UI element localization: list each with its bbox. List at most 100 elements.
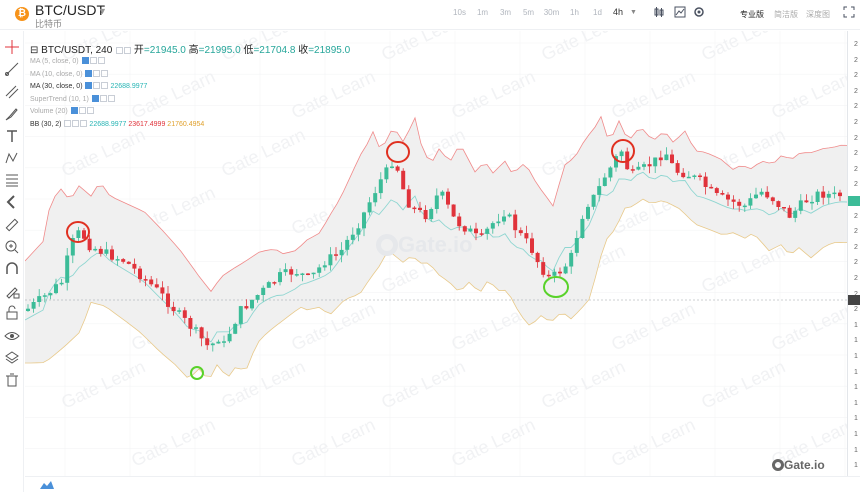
close-icon[interactable] [80, 119, 88, 127]
legend-settings-icon[interactable] [116, 47, 124, 54]
price-axis[interactable]: 2222222222222222221111111111 [847, 31, 860, 476]
eye-icon[interactable] [91, 94, 99, 102]
layers-icon[interactable] [4, 350, 20, 366]
candle-body [188, 318, 193, 329]
settings-icon[interactable] [72, 119, 80, 127]
candle-body [171, 306, 176, 312]
last-price-tag [848, 295, 860, 305]
candle-body [742, 205, 747, 208]
interval-active[interactable]: 4h [613, 7, 624, 17]
candle-body [138, 268, 142, 280]
candle-body [59, 282, 64, 285]
candle-body [524, 233, 529, 239]
header-bar: ₿ BTC/USDT ▼ 比特币 10s 1m 3m 5m 30m 1h 1d … [0, 0, 860, 30]
candle-body [194, 327, 198, 329]
top-signal-circle [66, 221, 90, 243]
magnet-icon[interactable] [4, 261, 20, 277]
eye-icon[interactable] [81, 57, 89, 64]
indicator-ma30[interactable]: MA (30, close, 0) 22688.9977 [30, 82, 350, 95]
zoom-in-icon[interactable] [4, 239, 20, 255]
fullscreen-icon[interactable] [842, 6, 856, 20]
close-icon[interactable] [86, 107, 94, 114]
eye-icon[interactable] [85, 82, 93, 89]
candle-body [199, 327, 204, 339]
close-icon[interactable] [101, 82, 109, 89]
lock-icon[interactable] [4, 305, 20, 321]
ruler-icon[interactable] [4, 217, 20, 233]
bollinger-band-fill [25, 116, 847, 378]
eye-icon[interactable] [70, 107, 78, 114]
candle-body [826, 193, 831, 198]
price-tick-label: 1 [854, 321, 858, 329]
watermark-text: Gate Learn [698, 240, 788, 296]
interval-1h[interactable]: 1h [570, 8, 579, 17]
candle-body [709, 186, 714, 189]
candle-body [552, 271, 557, 276]
indicator-volume[interactable]: Volume (20) [30, 107, 350, 120]
interval-1m[interactable]: 1m [476, 8, 489, 17]
interval-10s[interactable]: 10s [453, 8, 466, 17]
candle-body [838, 192, 842, 197]
close-icon[interactable] [97, 57, 105, 64]
eye-icon[interactable] [64, 119, 72, 127]
candle-body [378, 179, 383, 194]
settings-icon[interactable] [78, 107, 86, 114]
top-signal-circle [386, 141, 410, 163]
candle-body [76, 230, 81, 238]
close-value: =21895.0 [308, 45, 351, 56]
candle-body [535, 252, 540, 263]
settings-icon[interactable] [93, 82, 101, 89]
candle-body [574, 238, 579, 253]
eye-icon[interactable] [85, 69, 93, 77]
bollinger-upper-line [25, 115, 847, 293]
chevron-down-icon[interactable]: ▼ [630, 9, 637, 16]
interval-5m[interactable]: 5m [522, 8, 535, 17]
candle-type-icon[interactable] [652, 6, 666, 20]
lock-drawing-icon[interactable] [4, 283, 20, 299]
interval-3m[interactable]: 3m [499, 8, 512, 17]
trash-icon[interactable] [4, 372, 20, 388]
low-label: 低 [243, 45, 254, 56]
settings-icon[interactable] [89, 57, 97, 64]
brush-icon[interactable] [4, 106, 20, 122]
view-depth-tab[interactable]: 深度图 [806, 10, 830, 19]
candle-body [350, 234, 355, 240]
current-price-tag [848, 196, 860, 206]
tradingview-logo-icon[interactable] [39, 479, 55, 490]
view-pro-tab[interactable]: 专业版 [740, 10, 764, 19]
back-arrow-icon[interactable] [4, 194, 20, 210]
price-tick-label: 1 [854, 462, 858, 470]
watermark-text: Gate Learn [128, 414, 218, 470]
candle-body [558, 271, 562, 274]
close-icon[interactable] [107, 94, 115, 102]
interval-30m[interactable]: 30m [543, 8, 560, 17]
pattern-icon[interactable] [4, 150, 20, 166]
settings-icon[interactable] [99, 94, 107, 102]
candle-body [602, 177, 607, 186]
interval-1d[interactable]: 1d [593, 8, 602, 17]
legend-close-icon[interactable] [124, 47, 132, 54]
candle-body [300, 273, 305, 275]
candle-body [563, 266, 568, 274]
view-basic-tab[interactable]: 简洁版 [774, 10, 798, 19]
settings-icon[interactable] [692, 6, 706, 20]
candle-body [541, 262, 546, 275]
text-icon[interactable] [4, 128, 20, 144]
fib-icon[interactable] [4, 172, 20, 188]
close-icon[interactable] [101, 69, 109, 77]
crosshair-icon[interactable] [4, 39, 20, 55]
chevron-down-icon[interactable]: ▼ [98, 6, 107, 16]
indicator-ma10[interactable]: MA (10, close, 0) [30, 69, 350, 83]
indicator-supertrend[interactable]: SuperTrend (10, 1) [30, 94, 350, 108]
pair-title[interactable]: BTC/USDT [35, 2, 105, 18]
collapse-icon[interactable]: ⊟ [30, 45, 39, 56]
indicator-icon[interactable] [673, 6, 687, 20]
multi-line-icon[interactable] [4, 84, 20, 100]
eye-icon[interactable] [4, 328, 20, 344]
candlestick-chart[interactable]: Gate Learn Gate Learn Gate Learn Gate Learn… [25, 31, 847, 476]
settings-icon[interactable] [93, 69, 101, 77]
indicator-ma5[interactable]: MA (5, close, 0) [30, 57, 350, 70]
indicator-bb[interactable]: BB (30, 2) 22688.9977 23617.4999 21760.4… [30, 119, 350, 133]
candle-body [546, 274, 551, 277]
trend-line-icon[interactable] [4, 61, 20, 77]
